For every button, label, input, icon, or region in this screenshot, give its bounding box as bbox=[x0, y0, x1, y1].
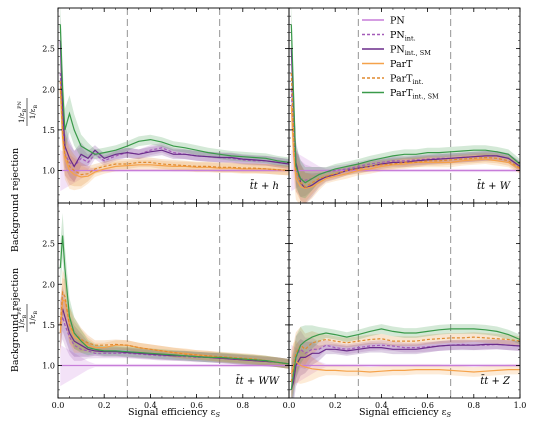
x-axis-label-right-main: Signal efficiency ε bbox=[359, 407, 447, 418]
y-axis-label: Background rejection bbox=[10, 148, 21, 252]
legend-entry-2: PNint. bbox=[390, 30, 416, 43]
y-tick-label: 2.5 bbox=[42, 45, 55, 54]
y-axis-ratio-denominator: 1/εB bbox=[29, 311, 39, 325]
y-tick-label: 1.5 bbox=[42, 321, 55, 330]
panel-1: 1.0 1.5 2.0 2.5 t̄t + h bbox=[42, 7, 290, 204]
line-series-4 bbox=[290, 105, 520, 190]
x-tick-label: 0.4 bbox=[375, 401, 388, 410]
panel-2: t̄t + W bbox=[288, 7, 521, 204]
y-tick-label: 1.5 bbox=[42, 126, 55, 135]
y-tick-label: 1.0 bbox=[42, 362, 55, 371]
band-series-3 bbox=[291, 24, 520, 203]
band-series-4 bbox=[291, 81, 520, 203]
panel-label: t̄t + WW bbox=[236, 375, 280, 387]
band-series-6 bbox=[60, 213, 289, 369]
y-axis-label-group: Background rejection bbox=[10, 148, 21, 252]
x-axis-label-left-sub: S bbox=[216, 411, 221, 419]
x-tick-label: 0.2 bbox=[329, 401, 342, 410]
x-tick-label: 0.6 bbox=[421, 401, 434, 410]
x-tick-label: 0.0 bbox=[283, 401, 296, 410]
y-tick-label: 2.0 bbox=[42, 280, 55, 289]
x-tick-label: 0.8 bbox=[467, 401, 480, 410]
band-series-2 bbox=[291, 65, 520, 198]
panel-3-plot bbox=[59, 203, 289, 398]
band-series-5 bbox=[291, 326, 520, 398]
panel-3: 1.0 1.5 2.0 2.5 0.0 0.2 0.4 0.6 0.8 t̄t + WW bbox=[42, 202, 290, 410]
x-axis-label-left-main: Signal efficiency ε bbox=[128, 407, 216, 418]
line-series-2 bbox=[59, 314, 289, 365]
y-axis-ratio-denominator: 1/εB bbox=[29, 105, 39, 119]
panel-label: t̄t + h bbox=[250, 180, 279, 192]
line-series-6 bbox=[59, 24, 289, 163]
band-series-2 bbox=[60, 49, 289, 183]
band-series-5 bbox=[291, 49, 520, 203]
band-series-2 bbox=[60, 294, 289, 369]
panel-2-plot bbox=[290, 8, 520, 203]
line-series-4 bbox=[290, 360, 520, 374]
panel-label: t̄t + Z bbox=[480, 375, 511, 387]
line-series-3 bbox=[59, 40, 289, 168]
line-series-4 bbox=[59, 89, 289, 178]
y-tick-label: 1.0 bbox=[42, 167, 55, 176]
legend-entry-4: ParT bbox=[390, 59, 413, 70]
line-series-6 bbox=[59, 235, 289, 365]
line-series-5 bbox=[290, 336, 520, 382]
y-axis-ratio-numerator: 1/εBPN bbox=[17, 306, 28, 329]
y-axis-label-lower: Background rejection bbox=[10, 268, 21, 372]
panel-4: 0.0 0.2 0.4 0.6 0.8 1.0 t̄t + Z bbox=[283, 202, 527, 410]
band-series-3 bbox=[60, 286, 289, 369]
x-axis-label-right: Signal efficiency εS bbox=[359, 407, 452, 419]
band-series-6 bbox=[60, 8, 289, 168]
y-axis-label-lower-group: Background rejection bbox=[10, 268, 21, 372]
line-series-3 bbox=[290, 343, 520, 391]
x-tick-label: 0.4 bbox=[144, 401, 157, 410]
line-series-5 bbox=[290, 72, 520, 188]
legend-entry-3: PNint., SM bbox=[390, 45, 431, 58]
x-axis-label-right-sub: S bbox=[447, 411, 452, 419]
band-series-3 bbox=[60, 16, 289, 183]
panel-label: t̄t + W bbox=[477, 180, 511, 192]
x-tick-label: 0.8 bbox=[236, 401, 249, 410]
legend-entry-6: ParTint., SM bbox=[390, 88, 439, 101]
band-series-3 bbox=[291, 339, 520, 398]
band-series-5 bbox=[60, 57, 289, 187]
y-axis-ratio-numerator: 1/εBPN bbox=[17, 100, 28, 123]
x-tick-label: 1.0 bbox=[514, 401, 527, 410]
y-tick-label: 2.5 bbox=[42, 240, 55, 249]
band-series-2 bbox=[291, 330, 520, 398]
panel-3-frame bbox=[57, 202, 290, 399]
legend-entry-5: ParTint. bbox=[390, 74, 423, 87]
y-tick-label: 2.0 bbox=[42, 85, 55, 94]
panel-4-plot bbox=[290, 203, 520, 398]
line-series-5 bbox=[59, 81, 289, 176]
legend-entry-1: PN bbox=[390, 16, 405, 27]
x-tick-label: 0.0 bbox=[52, 401, 65, 410]
line-series-6 bbox=[290, 328, 520, 390]
x-axis-label-left: Signal efficiency εS bbox=[128, 407, 221, 419]
band-series-4 bbox=[291, 340, 520, 398]
panel-1-plot bbox=[59, 8, 289, 203]
x-tick-label: 0.6 bbox=[190, 401, 203, 410]
line-series-3 bbox=[59, 308, 289, 365]
band-series-4 bbox=[60, 278, 289, 369]
x-tick-label: 0.2 bbox=[98, 401, 111, 410]
line-series-6 bbox=[290, 24, 520, 184]
